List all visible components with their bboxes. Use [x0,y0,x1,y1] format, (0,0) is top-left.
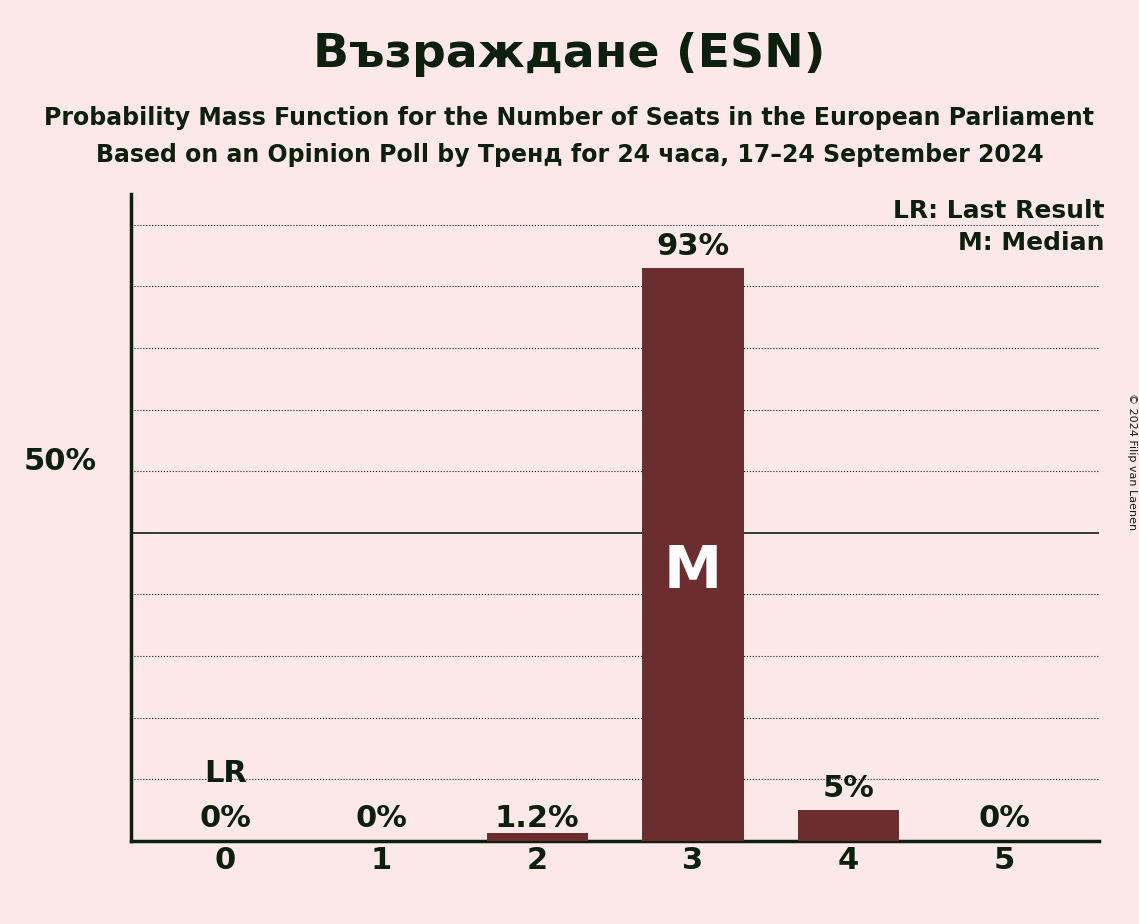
Text: 0%: 0% [199,805,252,833]
Text: 50%: 50% [24,447,97,477]
Text: Based on an Opinion Poll by Тренд for 24 часа, 17–24 September 2024: Based on an Opinion Poll by Тренд for 24… [96,143,1043,167]
Text: LR: Last Result: LR: Last Result [893,199,1105,223]
Text: M: Median: M: Median [958,231,1105,255]
Bar [642,268,744,841]
Text: © 2024 Filip van Laenen: © 2024 Filip van Laenen [1126,394,1137,530]
Text: Probability Mass Function for the Number of Seats in the European Parliament: Probability Mass Function for the Number… [44,106,1095,130]
Text: 93%: 93% [656,232,729,261]
Text: 0%: 0% [978,805,1031,833]
Text: 1.2%: 1.2% [494,805,580,833]
Text: 0%: 0% [355,805,408,833]
Text: 5%: 5% [822,773,875,803]
Bar [798,810,900,841]
Text: M: M [664,543,722,600]
Text: Възраждане (ESN): Възраждане (ESN) [313,32,826,78]
Bar [486,833,588,841]
Text: LR: LR [204,760,247,788]
